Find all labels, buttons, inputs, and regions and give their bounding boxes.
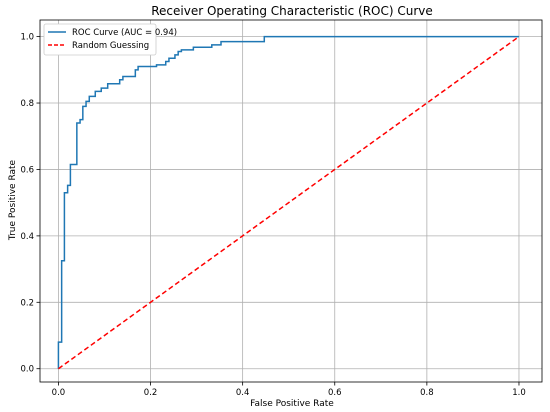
chart-title: Receiver Operating Characteristic (ROC) … <box>151 4 433 18</box>
x-tick-label: 0.6 <box>328 388 342 398</box>
x-tick-label: 0.0 <box>52 388 66 398</box>
plot-area <box>40 20 542 382</box>
x-tick-label: 1.0 <box>512 388 526 398</box>
legend-box <box>43 23 157 56</box>
legend: ROC Curve (AUC = 0.94) Random Guessing <box>43 23 177 56</box>
grid <box>40 20 542 382</box>
x-axis-label: False Positive Rate <box>250 399 334 409</box>
legend-label-random: Random Guessing <box>72 41 149 51</box>
x-tick-label: 0.2 <box>144 388 158 398</box>
y-axis-label: True Positive Rate <box>8 159 18 241</box>
y-tick-label: 0.0 <box>20 365 34 375</box>
y-tick-label: 0.4 <box>20 232 34 242</box>
ticks-layer: 0.0 0.2 0.4 0.6 0.8 1.0 0.0 0.2 0.4 0.6 0.8 1.0 <box>20 33 525 398</box>
legend-label-roc: ROC Curve (AUC = 0.94) <box>72 28 177 38</box>
x-tick-label: 0.4 <box>236 388 250 398</box>
series-layer <box>57 35 520 370</box>
y-tick-label: 0.2 <box>20 298 34 308</box>
x-tick-label: 0.8 <box>420 388 434 398</box>
random-guessing-line <box>57 36 520 370</box>
roc-curve-line <box>57 35 519 369</box>
plot-frame <box>39 19 543 383</box>
y-tick-label: 0.6 <box>20 165 34 175</box>
y-tick-label: 0.8 <box>20 99 34 109</box>
y-tick-label: 1.0 <box>20 33 34 43</box>
